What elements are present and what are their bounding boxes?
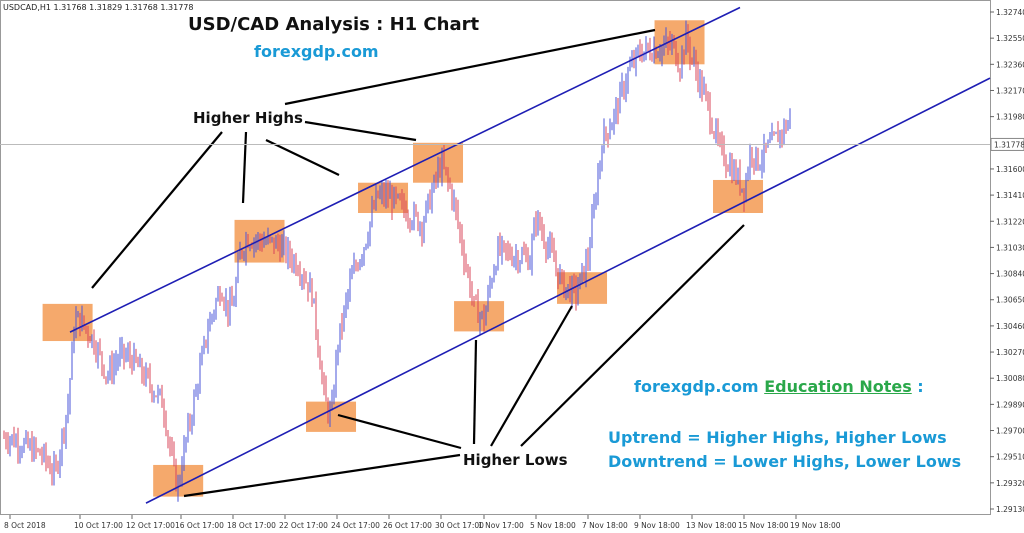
uptrend-note: Uptrend = Higher Highs, Higher Lows	[608, 428, 947, 447]
time-tick-label: 16 Oct 17:00	[175, 521, 224, 530]
time-tick-label: 19 Nov 18:00	[790, 521, 841, 530]
pointer-line	[284, 28, 656, 106]
price-tick-label: 1.30460	[996, 322, 1024, 331]
price-tick-label: 1.31030	[996, 243, 1024, 252]
time-tick-label: 24 Oct 17:00	[331, 521, 380, 530]
time-tick-label: 7 Nov 18:00	[582, 521, 628, 530]
time-tick-label: 18 Oct 17:00	[227, 521, 276, 530]
time-tick-label: 8 Oct 2018	[4, 521, 46, 530]
pointer-line	[304, 120, 417, 142]
time-tick-label: 12 Oct 17:00	[126, 521, 175, 530]
price-tick-label: 1.32740	[996, 8, 1024, 17]
price-tick-label: 1.29700	[996, 427, 1024, 436]
zone-layer	[42, 20, 764, 497]
time-tick-label: 30 Oct 17:00	[435, 521, 484, 530]
price-tick-label: 1.31980	[996, 113, 1024, 122]
price-tick-label: 1.30650	[996, 296, 1024, 305]
price-tick-label: 1.32170	[996, 86, 1024, 95]
price-tick-label: 1.30270	[996, 348, 1024, 357]
pointer-line	[91, 131, 223, 289]
time-tick-label: 13 Nov 18:00	[686, 521, 737, 530]
time-tick-label: 5 Nov 18:00	[530, 521, 576, 530]
symbol-info: USDCAD,H1 1.31768 1.31829 1.31768 1.3177…	[3, 3, 194, 12]
price-axis: 1.32740 1.32550 1.32360 1.32170 1.31980 1.316…	[990, 8, 1024, 514]
price-tick-label: 1.31220	[996, 217, 1024, 226]
downtrend-note: Downtrend = Lower Highs, Lower Lows	[608, 452, 962, 471]
candle-layer	[3, 20, 791, 502]
time-tick-label: 10 Oct 17:00	[74, 521, 123, 530]
price-tick-label: 1.29890	[996, 400, 1024, 409]
site-label: forexgdp.com	[254, 42, 379, 61]
price-tick-label: 1.31600	[996, 165, 1024, 174]
annotation-layer	[91, 28, 745, 498]
price-tick-label: 1.30840	[996, 270, 1024, 279]
time-tick-label: 1 Nov 17:00	[478, 521, 524, 530]
current-price-label: 1.31778	[994, 140, 1024, 149]
time-tick-label: 26 Oct 17:00	[383, 521, 432, 530]
time-tick-label: 22 Oct 17:00	[279, 521, 328, 530]
pointer-line	[241, 131, 248, 204]
pointer-line	[265, 139, 340, 176]
price-tick-label: 1.32360	[996, 60, 1024, 69]
pointer-line	[520, 224, 745, 447]
current-price-box	[990, 137, 1024, 151]
time-tick-label: 9 Nov 18:00	[634, 521, 680, 530]
time-tick-label: 15 Nov 18:00	[738, 521, 789, 530]
price-tick-label: 1.29510	[996, 453, 1024, 462]
price-zone	[42, 303, 93, 342]
pointer-line	[183, 453, 461, 498]
lower-trendline	[145, 77, 991, 504]
pointer-line	[337, 413, 462, 450]
price-tick-label: 1.30080	[996, 374, 1024, 383]
notes-site: forexgdp.com	[634, 377, 759, 396]
trendline-layer	[69, 6, 991, 504]
chart-title: USD/CAD Analysis : H1 Chart	[188, 14, 480, 35]
higher-highs-label: Higher Highs	[193, 109, 303, 127]
higher-lows-label: Higher Lows	[463, 451, 568, 469]
price-tick-label: 1.31410	[996, 191, 1024, 200]
pointer-line	[472, 339, 478, 445]
notes-colon: :	[911, 377, 924, 396]
price-tick-label: 1.32550	[996, 34, 1024, 43]
pointer-line	[490, 305, 573, 447]
price-zone	[358, 182, 409, 214]
notes-education: Education Notes	[764, 377, 912, 396]
price-tick-label: 1.29130	[996, 505, 1024, 514]
upper-trendline	[69, 6, 741, 333]
education-notes-heading: forexgdp.com Education Notes :	[634, 377, 924, 396]
price-tick-label: 1.29320	[996, 479, 1024, 488]
time-axis: 8 Oct 2018 10 Oct 17:00 12 Oct 17:00 16 Oct…	[4, 515, 841, 530]
